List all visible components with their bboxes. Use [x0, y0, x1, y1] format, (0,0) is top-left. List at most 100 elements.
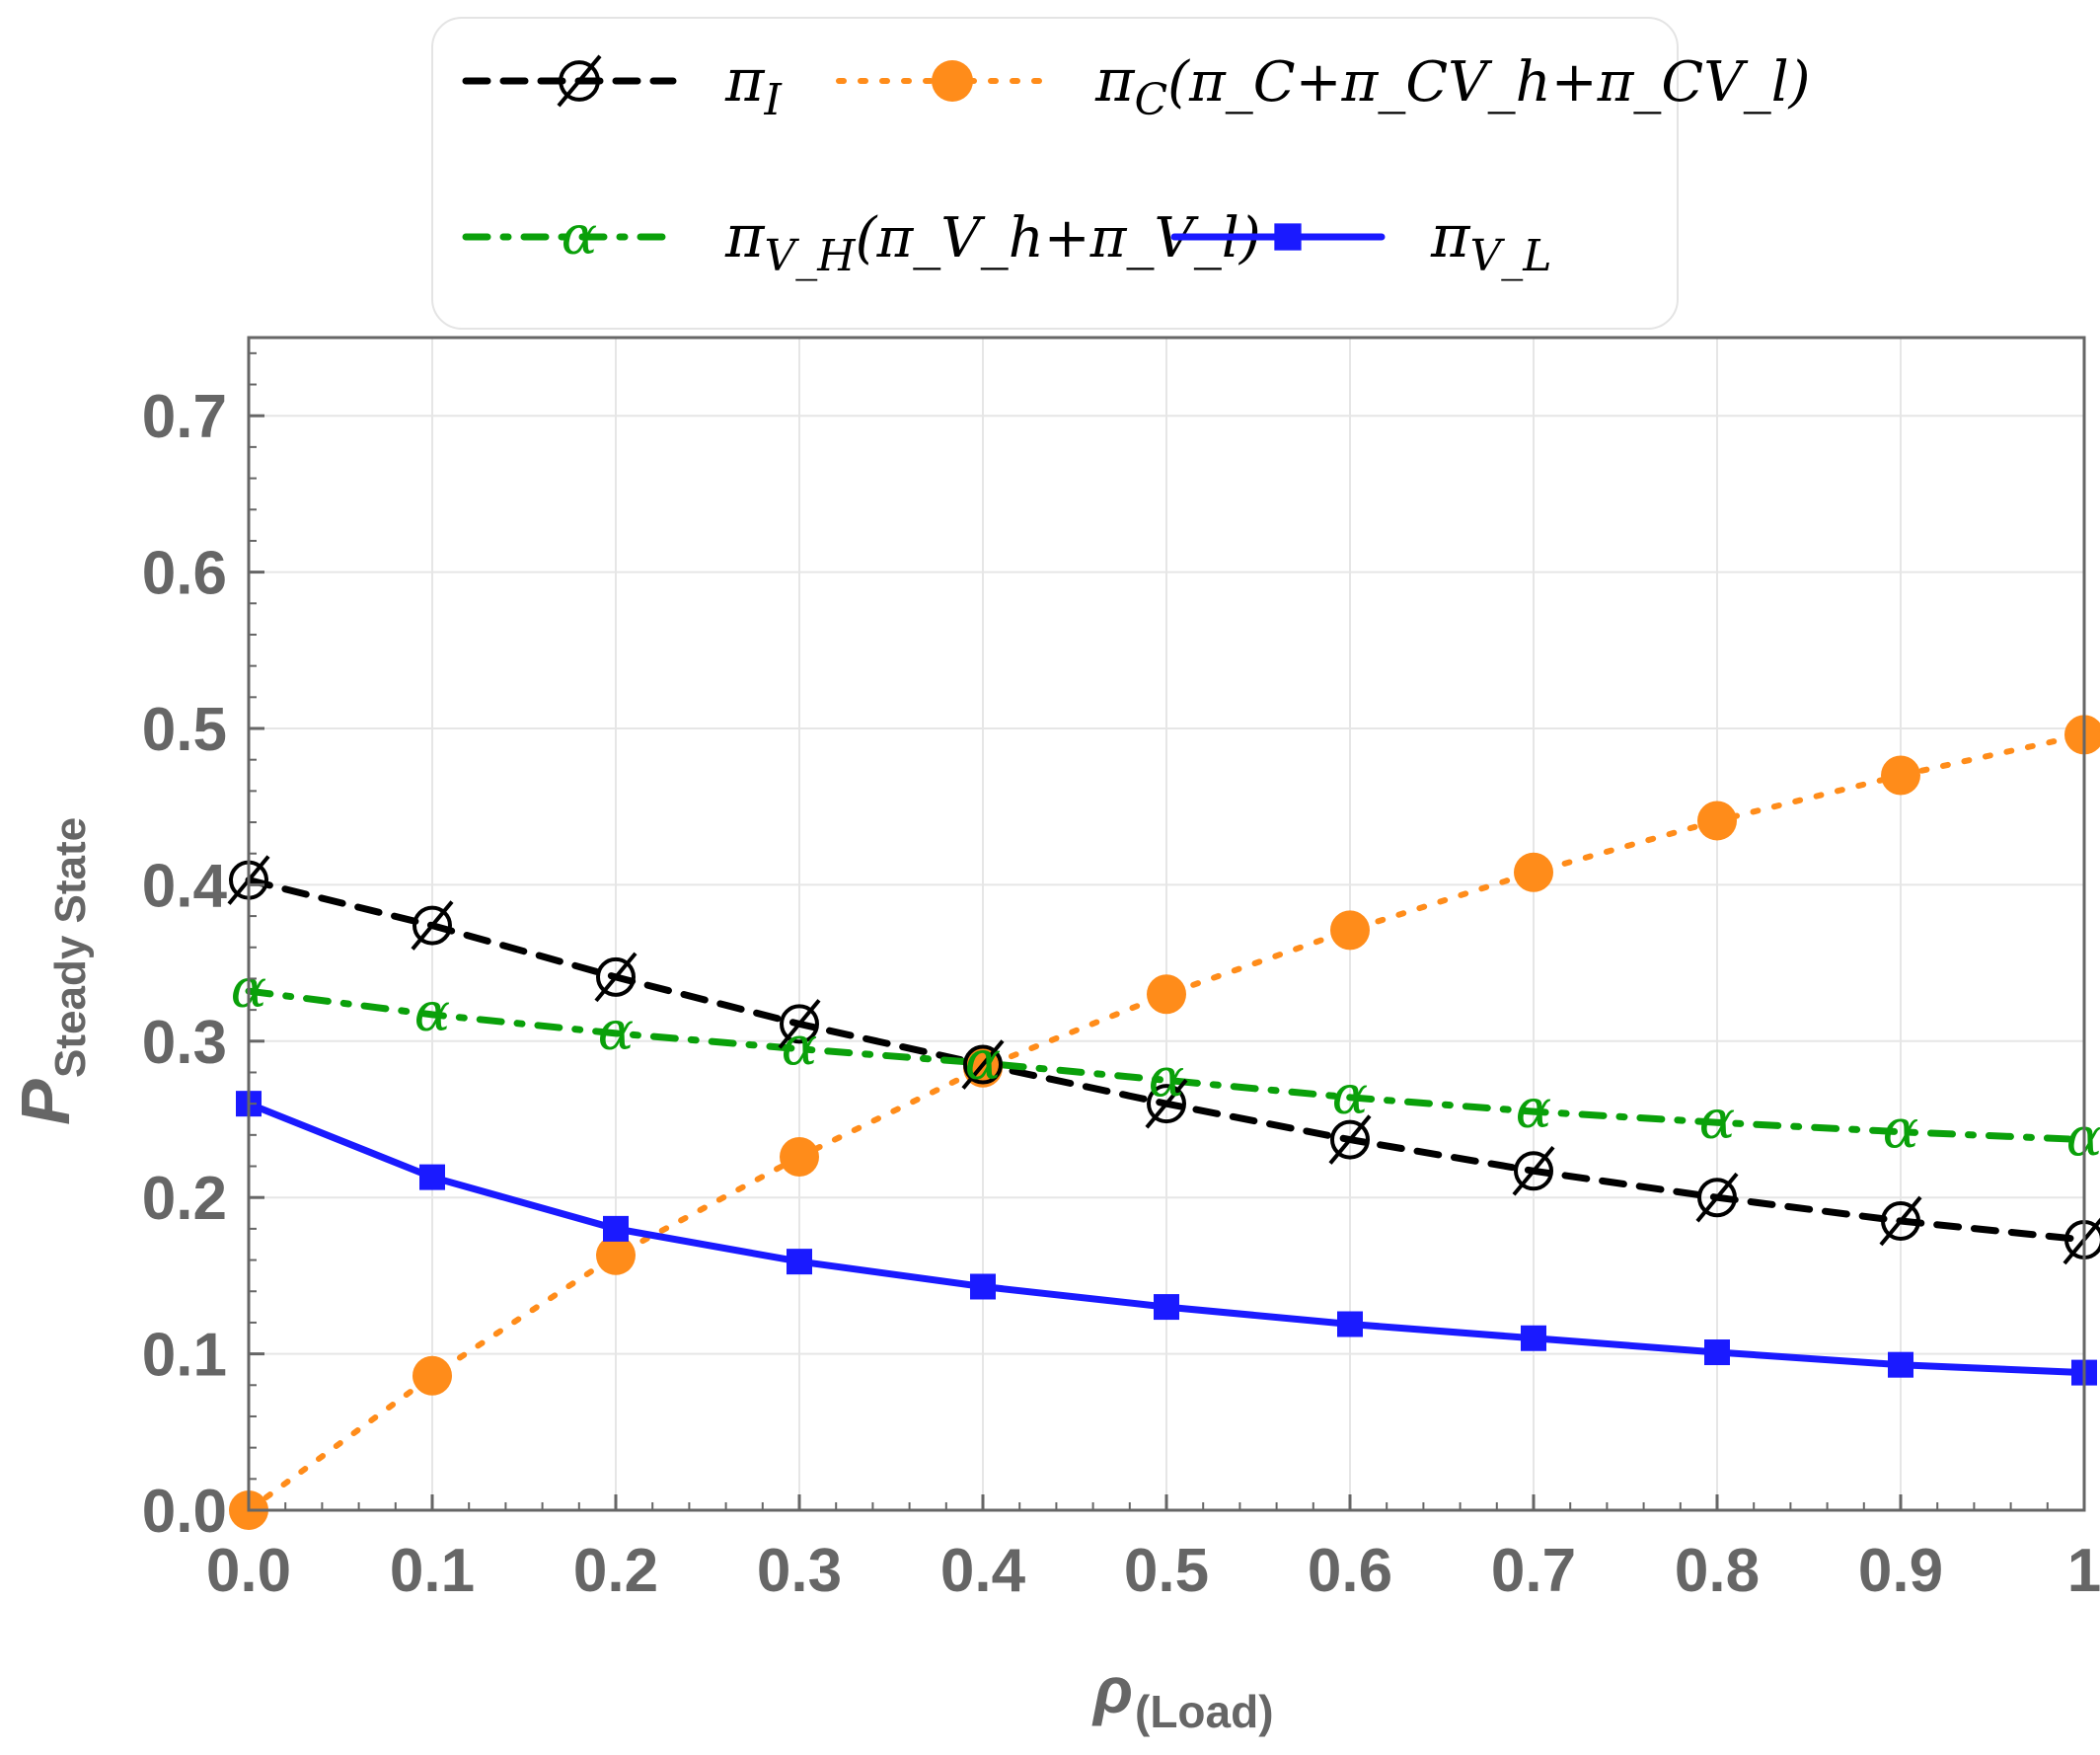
- data-point: α: [598, 1000, 634, 1062]
- data-point: [1695, 1172, 1739, 1223]
- data-point-slash: [1328, 1114, 1372, 1165]
- data-point: α: [414, 981, 450, 1043]
- legend-entry: α πV_H(π_V_h+π_V_l): [462, 202, 1261, 281]
- data-point: α: [562, 204, 597, 267]
- data-point: α: [1332, 1064, 1368, 1126]
- tick-labels: 0.0 0.1 0.2 0.3 0.4 0.5 0.6 0.7 0.8 0.9 1 0.0 0.1 0.2…: [142, 383, 2100, 1605]
- data-point: α: [965, 1030, 1001, 1092]
- x-tick-label: 0.9: [1858, 1537, 1943, 1605]
- data-point-slash: [1145, 1078, 1188, 1129]
- legend-box: [431, 17, 1679, 330]
- y-tick-label: 0.5: [142, 696, 227, 764]
- data-point-slash: [1879, 1195, 1922, 1247]
- x-tick-label: 0.4: [940, 1537, 1026, 1605]
- legend-entry: πV_L: [1170, 202, 1551, 281]
- data-point-ring: [963, 1044, 1003, 1085]
- data-point: [2064, 715, 2100, 755]
- data-point: [594, 952, 638, 1003]
- data-point: [411, 900, 454, 951]
- data-point-ring: [780, 1004, 819, 1044]
- data-point: [1330, 910, 1370, 951]
- x-tick-label: 0.2: [573, 1537, 658, 1605]
- y-axis-title: P: [7, 1079, 84, 1125]
- data-point: [1521, 1325, 1546, 1351]
- data-point: [932, 60, 973, 102]
- data-point: α: [1883, 1099, 1918, 1161]
- data-point: [1888, 1351, 1913, 1378]
- data-point: α: [1516, 1078, 1551, 1140]
- data-point-slash: [961, 1039, 1005, 1090]
- legend-entry: πC(π_C+π_CV_h+π_CV_l): [836, 46, 1810, 125]
- grid: [248, 338, 2085, 1511]
- data-point: [778, 999, 821, 1049]
- x-tick-label: 0.1: [390, 1537, 475, 1605]
- y-tick-label: 0.4: [142, 852, 228, 920]
- data-point: [1514, 852, 1553, 892]
- data-point-ring: [1330, 1119, 1370, 1160]
- legend-label: πC(π_C+π_CV_h+π_CV_l): [1094, 46, 1810, 125]
- y-tick-label: 0.7: [142, 383, 227, 451]
- x-tick-label: 0.6: [1308, 1537, 1392, 1605]
- data-point-slash: [778, 999, 821, 1049]
- y-tick-label: 0.2: [142, 1165, 227, 1233]
- data-point-slash: [1512, 1145, 1555, 1196]
- y-tick-label: 0.3: [142, 1009, 227, 1077]
- data-point: [412, 1355, 452, 1396]
- legend: πI πC(π_C+π_CV_h+π_CV_l) α πV_H(π_V_h+π_V_l…: [462, 46, 1810, 281]
- data-point: [1154, 1294, 1179, 1321]
- data-point-slash: [411, 900, 454, 951]
- data-point: [1881, 755, 1920, 796]
- data-point-ring: [1881, 1200, 1920, 1241]
- data-point: [1704, 1339, 1730, 1366]
- data-point-ring: [596, 956, 636, 997]
- data-point-ring: [1514, 1151, 1553, 1191]
- y-tick-label: 0.1: [142, 1322, 227, 1390]
- data-point-ring: [412, 905, 452, 946]
- x-tick-label: 0.8: [1675, 1537, 1760, 1605]
- data-point: α: [782, 1016, 817, 1078]
- legend-label: πV_L: [1430, 202, 1551, 281]
- y-axis-title-sub: Steady State: [46, 817, 95, 1078]
- y-tick-label: 0.0: [142, 1478, 227, 1546]
- data-point-ring: [1147, 1084, 1186, 1124]
- data-point-slash: [1695, 1172, 1739, 1223]
- data-point: [557, 54, 602, 108]
- ticks: [247, 351, 2086, 1512]
- data-point: [603, 1215, 629, 1242]
- data-point-slash: [594, 952, 638, 1003]
- data-point: α: [1699, 1089, 1735, 1151]
- data-point: [1274, 223, 1302, 251]
- x-tick-label: 1: [2067, 1537, 2100, 1605]
- x-tick-label: 0.5: [1124, 1537, 1209, 1605]
- data-point-ring: [559, 60, 600, 102]
- legend-label: πV_H(π_V_h+π_V_l): [724, 202, 1261, 281]
- data-point: [970, 1273, 996, 1300]
- data-point: [1147, 974, 1186, 1015]
- data-point: [1879, 1195, 1922, 1247]
- data-point: [787, 1249, 812, 1275]
- data-point: α: [1149, 1046, 1184, 1108]
- data-point-slash: [557, 54, 602, 108]
- data-point: [1337, 1311, 1363, 1337]
- data-point: [780, 1137, 819, 1178]
- x-tick-label: 0.7: [1491, 1537, 1576, 1605]
- data-point: [1697, 801, 1737, 841]
- x-tick-label: 0.3: [757, 1537, 842, 1605]
- data-point: [419, 1164, 445, 1190]
- y-tick-label: 0.6: [142, 540, 227, 608]
- x-axis-title: ρ: [1091, 1653, 1133, 1726]
- data-point-ring: [1697, 1178, 1737, 1218]
- x-tick-label: 0.0: [206, 1537, 291, 1605]
- data-point: [1328, 1114, 1372, 1165]
- x-axis-title-sub: (Load): [1135, 1686, 1274, 1737]
- data-point: [596, 1235, 636, 1275]
- series-line: [245, 987, 2088, 1144]
- data-point: [1512, 1145, 1555, 1196]
- legend-entry: πI: [462, 46, 783, 125]
- data-point: [1145, 1078, 1188, 1129]
- legend-label: πI: [724, 46, 783, 125]
- data-point: [961, 1039, 1005, 1090]
- series-line: [246, 731, 2087, 1513]
